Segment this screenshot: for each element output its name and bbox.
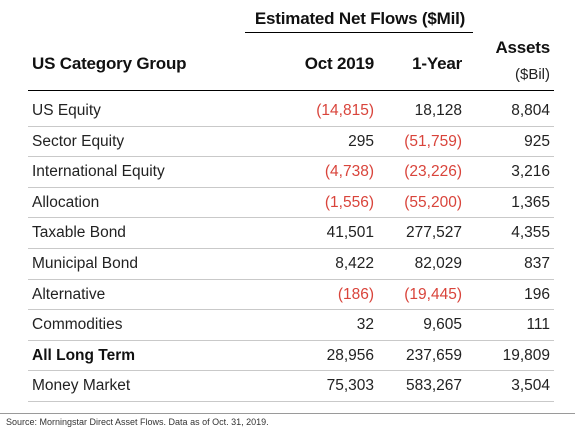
- row-1-year-value: 277,527: [405, 224, 462, 242]
- row-oct-2019-value: (1,556): [324, 193, 374, 211]
- column-header-oct-2019: Oct 2019: [304, 54, 374, 73]
- row-assets-value: 196: [524, 285, 550, 303]
- header-rule: [28, 90, 554, 91]
- table-row: All Long Term 28,956 237,659 19,809: [28, 341, 554, 372]
- row-1-year-value: (51,759): [404, 132, 462, 150]
- source-note: Source: Morningstar Direct Asset Flows. …: [6, 417, 269, 427]
- row-oct-2019-value: 28,956: [326, 346, 374, 364]
- row-oct-2019-value: 8,422: [335, 254, 374, 272]
- net-flows-group-header: Estimated Net Flows ($Mil): [254, 9, 466, 28]
- row-category: International Equity: [32, 163, 165, 181]
- table-row: Alternative (186) (19,445) 196: [28, 280, 554, 311]
- row-category: Sector Equity: [32, 132, 125, 150]
- row-assets-value: 925: [524, 132, 550, 150]
- table-row: Taxable Bond 41,501 277,527 4,355: [28, 218, 554, 249]
- row-oct-2019-value: 295: [348, 132, 374, 150]
- row-category: All Long Term: [32, 346, 136, 364]
- table-body: US Equity (14,815) 18,128 8,804 Sector Equit…: [28, 96, 554, 402]
- group-header-underline: [245, 32, 473, 33]
- row-oct-2019-value: (4,738): [324, 163, 374, 181]
- row-assets-value: 111: [526, 316, 550, 334]
- row-1-year-value: 583,267: [405, 377, 462, 395]
- row-1-year-value: 18,128: [414, 102, 462, 119]
- row-1-year-value: 9,605: [423, 316, 462, 334]
- row-category: Taxable Bond: [32, 224, 126, 242]
- footer-rule: [0, 413, 575, 414]
- row-category: US Equity: [32, 102, 101, 119]
- table-row: Allocation (1,556) (55,200) 1,365: [28, 188, 554, 219]
- row-category: Commodities: [32, 316, 123, 334]
- row-oct-2019-value: (186): [337, 285, 374, 303]
- row-assets-value: 3,504: [511, 377, 550, 395]
- table-row: International Equity (4,738) (23,226) 3,216: [28, 157, 554, 188]
- row-1-year-value: (55,200): [404, 193, 462, 211]
- row-oct-2019-value: 75,303: [326, 377, 374, 395]
- row-1-year-value: (19,445): [404, 285, 462, 303]
- column-header-assets-unit: ($Bil): [514, 66, 550, 83]
- row-assets-value: 837: [524, 254, 550, 272]
- row-oct-2019-value: 32: [356, 316, 374, 334]
- row-1-year-value: 82,029: [414, 254, 462, 272]
- row-assets-value: 4,355: [511, 224, 550, 242]
- table-row: Commodities 32 9,605 111: [28, 310, 554, 341]
- row-category: Money Market: [32, 377, 131, 395]
- row-assets-value: 1,365: [511, 193, 550, 211]
- table-row: Sector Equity 295 (51,759) 925: [28, 127, 554, 158]
- row-category: Allocation: [32, 193, 100, 211]
- column-header-1-year: 1-Year: [412, 54, 462, 73]
- row-oct-2019-value: 41,501: [326, 224, 374, 242]
- row-1-year-value: (23,226): [404, 163, 462, 181]
- column-header-assets: Assets: [495, 38, 550, 57]
- column-header-category: US Category Group: [32, 54, 187, 73]
- row-1-year-value: 237,659: [405, 346, 462, 364]
- row-assets-value: 3,216: [511, 163, 550, 181]
- table-row: Money Market 75,303 583,267 3,504: [28, 371, 554, 402]
- row-assets-value: 19,809: [502, 346, 550, 364]
- table-row: US Equity (14,815) 18,128 8,804: [28, 96, 554, 127]
- row-oct-2019-value: (14,815): [316, 102, 374, 119]
- row-category: Municipal Bond: [32, 254, 138, 272]
- table-row: Municipal Bond 8,422 82,029 837: [28, 249, 554, 280]
- row-assets-value: 8,804: [511, 102, 550, 119]
- row-category: Alternative: [32, 285, 106, 303]
